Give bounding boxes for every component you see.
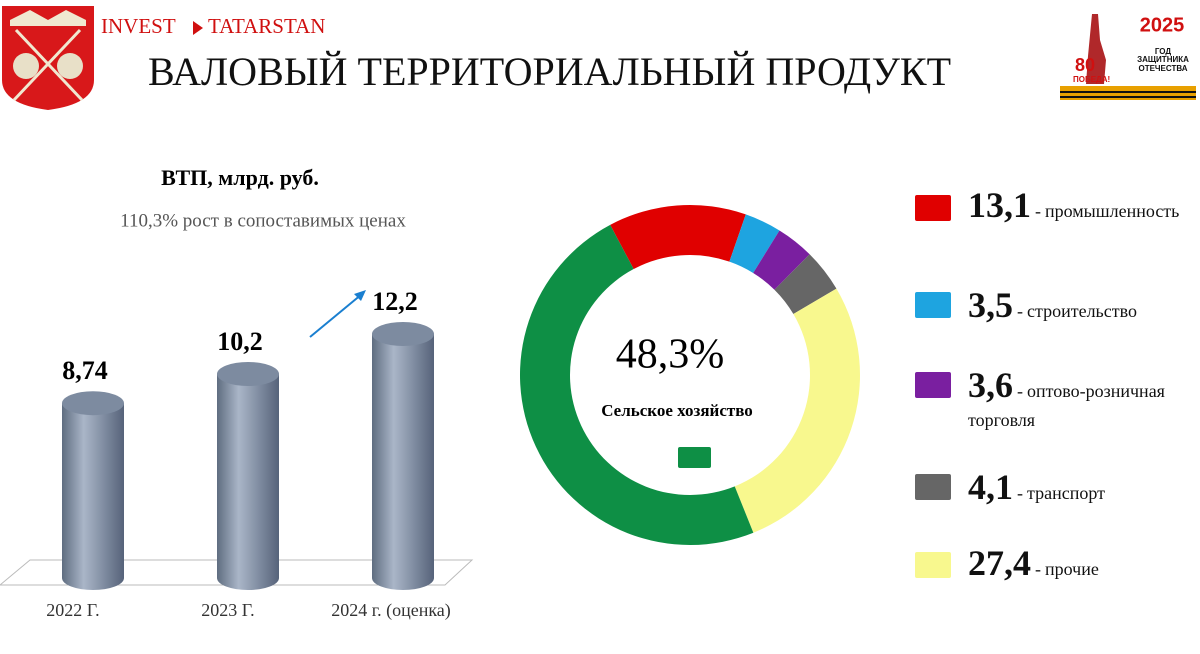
bar-cap: [217, 362, 279, 386]
badge-80: 80: [1075, 55, 1095, 75]
legend-swatch: [915, 195, 951, 221]
center-swatch: [678, 447, 711, 468]
donut-slice: [519, 224, 754, 545]
coat-of-arms: [2, 6, 94, 110]
legend-swatch: [915, 292, 951, 318]
bar: [62, 403, 124, 590]
page-title: ВАЛОВЫЙ ТЕРРИТОРИАЛЬНЫЙ ПРОДУКТ: [148, 49, 951, 94]
value-label: 12,2: [372, 287, 418, 316]
legend-swatch: [915, 372, 951, 398]
legend-value: 3,5: [968, 285, 1013, 325]
legend-separator: -: [1035, 559, 1041, 579]
brand-arrow: [193, 21, 203, 35]
brand-right: TATARSTAN: [208, 14, 325, 38]
donut-slice: [729, 214, 780, 273]
legend-label: транспорт: [1027, 483, 1105, 503]
badge: [1060, 14, 1196, 100]
legend-value: 27,4: [968, 543, 1031, 583]
x-tick-label: 2024 г. (оценка): [331, 600, 451, 621]
donut-slice: [774, 254, 837, 315]
legend-entry: 27,4 - прочие: [968, 540, 1200, 587]
bar-subtitle: 110,3% рост в сопоставимых ценах: [120, 210, 406, 231]
legend-label: промышленность: [1045, 201, 1180, 221]
legend-entry: 3,5 - строительство: [968, 282, 1200, 329]
legend-swatch: [915, 552, 951, 578]
legend-separator: -: [1035, 201, 1041, 221]
legend-entry: 3,6 - оптово-розничная торговля: [968, 362, 1200, 433]
center-label: Сельское хозяйство: [601, 401, 753, 420]
legend-separator: -: [1017, 301, 1023, 321]
legend-entry: 4,1 - транспорт: [968, 464, 1200, 511]
donut-slice: [734, 288, 861, 533]
legend-separator: -: [1017, 381, 1023, 401]
legend-label: строительство: [1027, 301, 1137, 321]
legend-value: 4,1: [968, 467, 1013, 507]
value-label: 8,74: [62, 356, 108, 385]
bar: [372, 334, 434, 590]
bar: [217, 374, 279, 590]
brand-left: INVEST: [101, 14, 176, 38]
legend-label: прочие: [1045, 559, 1099, 579]
legend-entry: 13,1 - промышленность: [968, 182, 1200, 229]
donut-slice: [753, 230, 810, 290]
donut-slice: [610, 204, 746, 270]
badge-year: 2025: [1140, 14, 1185, 36]
value-label: 10,2: [217, 327, 263, 356]
bar-title: ВТП, млрд. руб.: [161, 165, 319, 190]
growth-arrow-head: [354, 290, 366, 301]
badge-text: ГОД ЗАЩИТНИКА ОТЕЧЕСТВА: [1137, 47, 1189, 73]
x-tick-label: 2023 Г.: [201, 600, 254, 620]
bar-cap: [372, 322, 434, 346]
legend-swatch: [915, 474, 951, 500]
center-value: 48,3%: [616, 332, 725, 378]
legend-value: 3,6: [968, 365, 1013, 405]
legend-separator: -: [1017, 483, 1023, 503]
bar-cap: [62, 391, 124, 416]
badge-victory: ПОБЕДА!: [1073, 75, 1110, 84]
legend-label: оптово-розничная торговля: [968, 381, 1165, 430]
legend-value: 13,1: [968, 185, 1031, 225]
x-tick-label: 2022 Г.: [46, 600, 99, 620]
growth-arrow: [309, 293, 363, 338]
